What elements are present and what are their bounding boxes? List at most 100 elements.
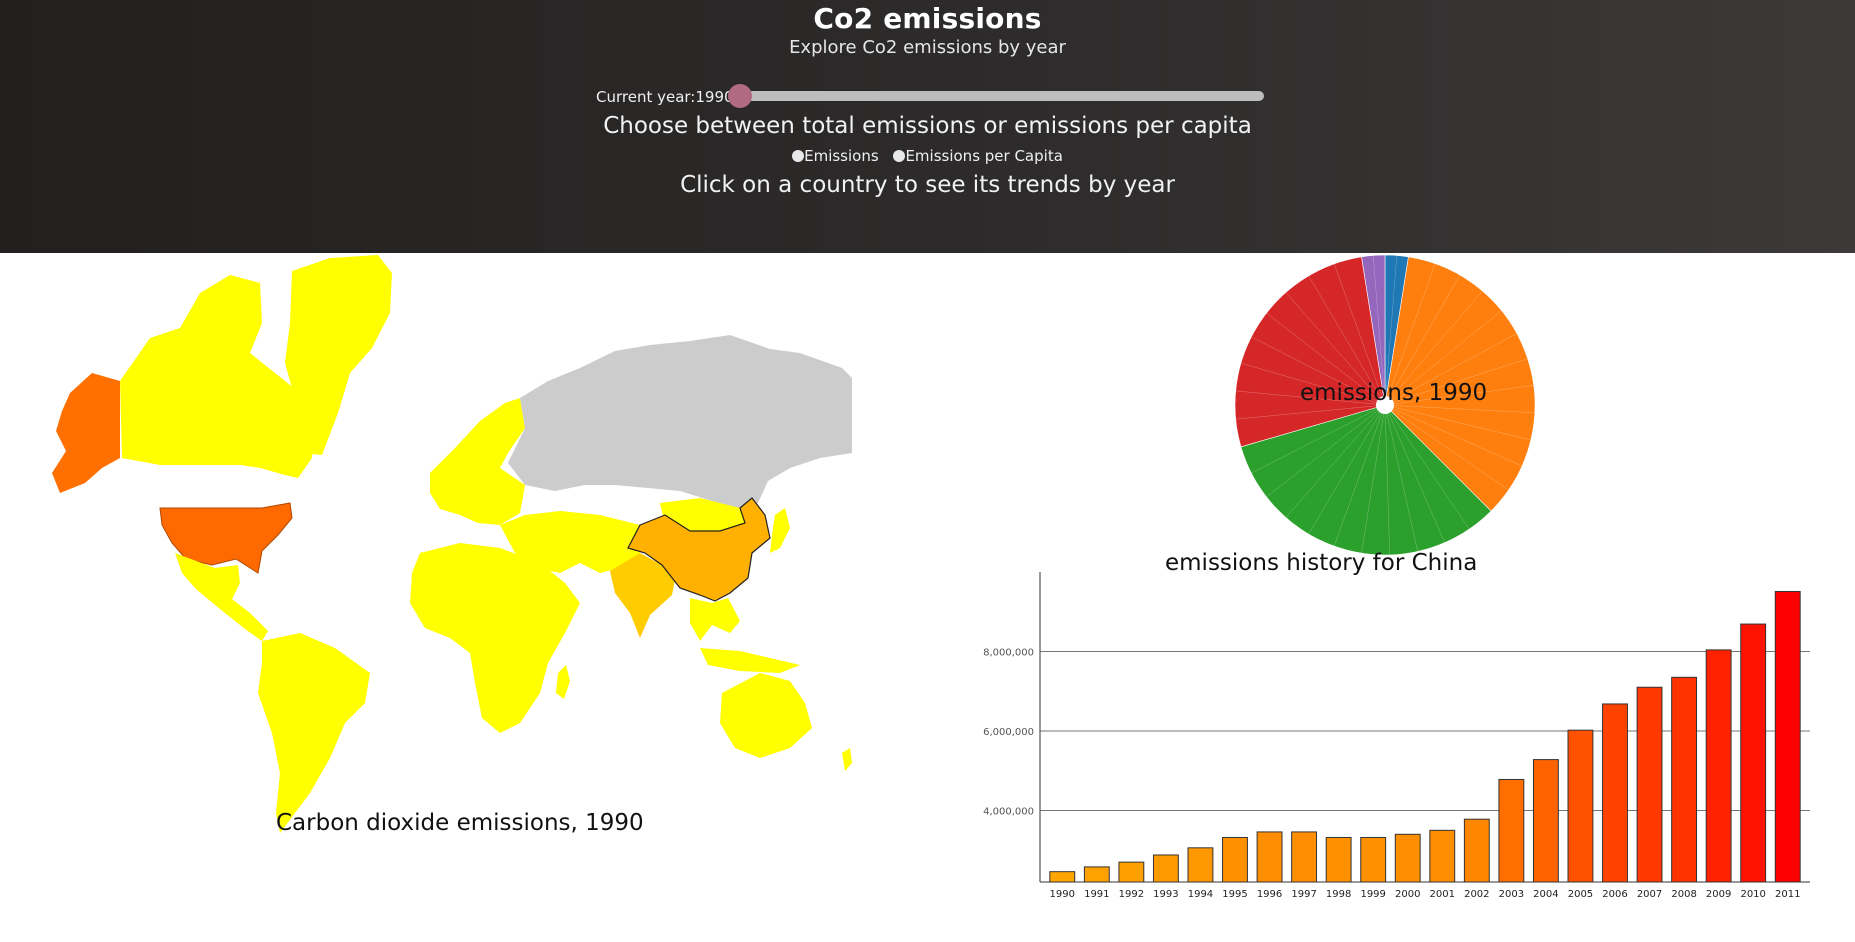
radio-emissions[interactable] <box>792 150 805 162</box>
bar-1990[interactable] <box>1049 871 1076 883</box>
pie-slice-divider <box>1384 404 1535 414</box>
pie-slice-divider <box>1285 404 1386 518</box>
bar-1996[interactable] <box>1256 831 1283 883</box>
country-china[interactable] <box>627 497 771 602</box>
pie-slice-divider <box>1384 404 1509 491</box>
bar-2004[interactable] <box>1532 759 1559 883</box>
bar-2000[interactable] <box>1394 833 1421 883</box>
pie-slice-red[interactable] <box>1234 256 1386 448</box>
region-europe[interactable] <box>430 398 525 525</box>
bar-xtick-label: 2007 <box>1637 889 1662 900</box>
pie-slice-divider <box>1384 404 1523 467</box>
bar-xtick-label: 1999 <box>1360 889 1385 900</box>
pie-slice-divider <box>1308 404 1386 535</box>
radio-per-capita[interactable] <box>893 150 906 162</box>
bar-xtick-label: 2008 <box>1671 889 1696 900</box>
country-russia[interactable] <box>508 335 852 515</box>
bar-2001[interactable] <box>1429 829 1456 883</box>
country-canada[interactable] <box>120 275 315 478</box>
region-south-america[interactable] <box>258 633 370 833</box>
bar-2007[interactable] <box>1636 686 1663 883</box>
country-alaska[interactable] <box>52 373 120 493</box>
country-new-zealand[interactable] <box>842 748 852 771</box>
year-slider-thumb[interactable] <box>728 84 752 108</box>
pie-slice-divider <box>1240 362 1386 406</box>
bar-xtick-label: 1995 <box>1222 889 1247 900</box>
country-indonesia[interactable] <box>700 648 800 673</box>
region-africa[interactable] <box>410 543 580 733</box>
bar-xtick-label: 1990 <box>1050 889 1075 900</box>
bar-1995[interactable] <box>1222 836 1248 883</box>
pie-slice-divider <box>1285 292 1386 406</box>
pie-center-hole <box>1376 396 1394 414</box>
bar-2011[interactable] <box>1774 590 1801 883</box>
bar-1997[interactable] <box>1291 831 1318 883</box>
region-southeast-asia[interactable] <box>690 598 740 641</box>
bar-2010[interactable] <box>1740 623 1767 883</box>
bar-ytick-label: 8,000,000 <box>983 647 1034 658</box>
pie-slice-divider <box>1384 274 1461 406</box>
pie-slice-green[interactable] <box>1240 404 1492 556</box>
pie-slice-divider <box>1384 404 1418 552</box>
bar-xtick-label: 1991 <box>1084 889 1109 900</box>
country-usa[interactable] <box>159 502 293 574</box>
radio-per-capita-label: Emissions per Capita <box>905 147 1063 165</box>
year-slider-track[interactable] <box>734 91 1264 101</box>
pie-slice-divider <box>1384 263 1436 406</box>
bar-2005[interactable] <box>1567 729 1594 883</box>
bar-xtick-label: 2011 <box>1775 889 1800 900</box>
bar-1993[interactable] <box>1152 854 1179 883</box>
bar-xtick-label: 2005 <box>1568 889 1593 900</box>
bar-1999[interactable] <box>1360 836 1387 883</box>
pie-slice-divider <box>1333 404 1386 547</box>
bar-2003[interactable] <box>1498 778 1525 883</box>
country-madagascar[interactable] <box>556 665 570 699</box>
pie-slice-divider <box>1384 385 1534 406</box>
bar-ytick-label: 4,000,000 <box>983 806 1034 817</box>
bar-1991[interactable] <box>1083 866 1110 883</box>
bar-1994[interactable] <box>1187 847 1214 883</box>
bar-2002[interactable] <box>1463 818 1490 883</box>
bar-xtick-label: 2000 <box>1395 889 1420 900</box>
pie-slice-divider <box>1384 333 1517 406</box>
bar-2009[interactable] <box>1705 649 1732 883</box>
pie-slice-divider <box>1372 255 1386 406</box>
bar-1992[interactable] <box>1118 861 1145 883</box>
bar-xtick-label: 1993 <box>1153 889 1178 900</box>
click-instruction: Click on a country to see its trends by … <box>680 172 1175 198</box>
pie-slice-divider <box>1384 404 1531 441</box>
pie-slice-divider <box>1384 404 1445 543</box>
pie-slice-divider <box>1384 290 1483 406</box>
mode-radio-group: Emissions Emissions per Capita <box>0 147 1855 165</box>
pie-slice-orange[interactable] <box>1384 256 1536 512</box>
bar-xtick-label: 1994 <box>1188 889 1213 900</box>
pie-slice-divider <box>1333 263 1386 406</box>
country-greenland[interactable] <box>285 255 392 455</box>
pie-slices <box>1234 254 1536 556</box>
country-mexico[interactable] <box>175 553 268 641</box>
year-value: 1990 <box>695 88 734 106</box>
bar-xtick-label: 2002 <box>1464 889 1489 900</box>
pie-slice-divider <box>1251 336 1386 406</box>
pie-slice-divider <box>1384 404 1470 530</box>
region-central-asia[interactable] <box>500 511 640 573</box>
bar-xtick-label: 1998 <box>1326 889 1351 900</box>
country-japan[interactable] <box>770 508 790 553</box>
choose-instruction: Choose between total emissions or emissi… <box>603 113 1252 139</box>
country-mongolia[interactable] <box>660 498 745 531</box>
pie-slice-divider <box>1235 404 1386 420</box>
country-australia[interactable] <box>720 673 812 758</box>
bar-chart-title: emissions history for China <box>1165 550 1478 576</box>
world-map[interactable] <box>0 253 852 853</box>
pie-slice-purple[interactable] <box>1361 254 1386 406</box>
radio-emissions-label: Emissions <box>804 147 879 165</box>
map-caption: Carbon dioxide emissions, 1990 <box>276 810 644 836</box>
bar-chart-axes: 4,000,000 6,000,000 8,000,000 1990 1991 1992 1… <box>983 572 1810 900</box>
bar-xtick-label: 1992 <box>1119 889 1144 900</box>
bar-2006[interactable] <box>1602 703 1628 883</box>
pie-slice-divider <box>1384 404 1390 555</box>
bar-2008[interactable] <box>1671 676 1698 883</box>
pie-slice-divider <box>1384 255 1398 406</box>
country-india[interactable] <box>610 553 676 638</box>
bar-1998[interactable] <box>1325 836 1352 883</box>
